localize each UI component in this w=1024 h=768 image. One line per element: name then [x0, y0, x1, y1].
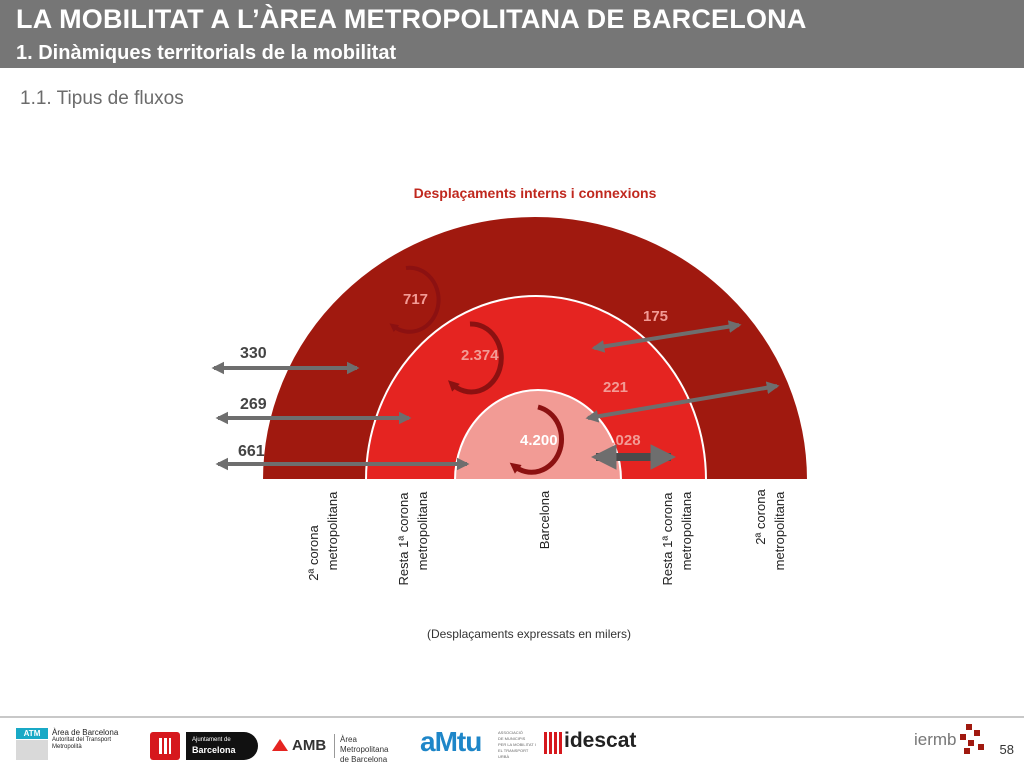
cycle-arrow-corona2 — [389, 265, 441, 334]
atm-text-2: Autoritat del Transport — [52, 737, 112, 743]
value-right-resta1: 221 — [603, 379, 628, 396]
value-internal-corona2: 717 — [403, 291, 428, 308]
atm-text-3: Metropolità — [52, 744, 82, 750]
zone-label-right-resta1-line1: Resta 1ª corona — [660, 492, 675, 586]
zone-label-barcelona: Barcelona — [537, 490, 552, 549]
iermb-pixel-icon — [960, 724, 986, 754]
amtu-text-2: DE MUNICIPIS — [498, 736, 526, 741]
amtu-text-4: EL TRANSPORT URBÀ — [498, 748, 529, 759]
page-number: 58 — [999, 742, 1014, 757]
page-title: LA MOBILITAT A L’ÀREA METROPOLITANA DE B… — [16, 4, 807, 34]
idescat-mark: idescat — [564, 729, 637, 752]
atm-text-1: Àrea de Barcelona — [52, 728, 119, 737]
footer-divider — [0, 716, 1024, 718]
amtu-text-3: PER LA MOBILITAT I — [498, 742, 536, 747]
value-internal-barcelona: 4.200 — [520, 432, 558, 449]
flow-arrow-right-resta1 — [585, 381, 780, 423]
iermb-mark: iermb — [914, 730, 957, 749]
zone-label-left-corona2-line1: 2ª corona — [306, 525, 321, 581]
amtu-mark: aMtu — [420, 726, 482, 757]
flow-arrow-right-corona2 — [591, 320, 742, 353]
amb-logo: AMB Àrea Metropolitana de Barcelona — [272, 722, 404, 766]
atm-logo: ATM Àrea de Barcelona Autoritat del Tran… — [16, 722, 131, 766]
value-barcelona-resta1: 1.028 — [603, 432, 641, 449]
ajuntament-logo: Ajuntament de Barcelona — [150, 722, 258, 766]
ajuntament-text-2: Barcelona — [192, 745, 236, 755]
cycle-arrow-barcelona — [509, 404, 564, 475]
zone-label-right-corona2-line2: metropolitana — [772, 491, 787, 571]
units-note: (Desplaçaments expressats en milers) — [427, 627, 631, 641]
value-left-resta1: 269 — [240, 396, 267, 413]
amtu-logo: aMtu ASSOCIACIÓ DE MUNICIPIS PER LA MOBI… — [420, 722, 540, 766]
header-bar: LA MOBILITAT A L’ÀREA METROPOLITANA DE B… — [0, 0, 1024, 68]
atm-badge: ATM — [16, 728, 48, 739]
amb-text-2: de Barcelona — [340, 755, 388, 764]
ajuntament-text-1: Ajuntament de — [192, 737, 231, 743]
diagram-title: Desplaçaments interns i connexions — [414, 185, 657, 201]
value-left-corona2: 330 — [240, 345, 267, 362]
section-heading: 1.1. Tipus de fluxos — [20, 88, 184, 109]
idescat-logo: idescat — [544, 722, 652, 766]
value-internal-resta1: 2.374 — [461, 347, 499, 364]
amtu-text-1: ASSOCIACIÓ — [498, 730, 523, 735]
barcelona-shield-icon — [150, 732, 180, 760]
amb-text-1: Àrea Metropolitana — [340, 735, 389, 754]
amb-triangle-icon — [272, 739, 288, 751]
page-subtitle: 1. Dinàmiques territorials de la mobilit… — [16, 42, 397, 64]
zone-label-left-resta1-line1: Resta 1ª corona — [396, 492, 411, 586]
zone-label-right-corona2-line1: 2ª corona — [753, 489, 768, 545]
zone-label-right-resta1-line2: metropolitana — [679, 491, 694, 571]
zone-label-left-corona2-line2: metropolitana — [325, 491, 340, 571]
idescat-bars-icon — [544, 732, 562, 754]
value-left-barcelona: 661 — [238, 443, 265, 460]
zone-label-left-resta1-line2: metropolitana — [415, 491, 430, 571]
amb-mark: AMB — [292, 737, 327, 754]
iermb-logo: iermb — [914, 722, 984, 766]
value-right-corona2: 175 — [643, 308, 668, 325]
cycle-arrow-resta1 — [448, 321, 504, 395]
